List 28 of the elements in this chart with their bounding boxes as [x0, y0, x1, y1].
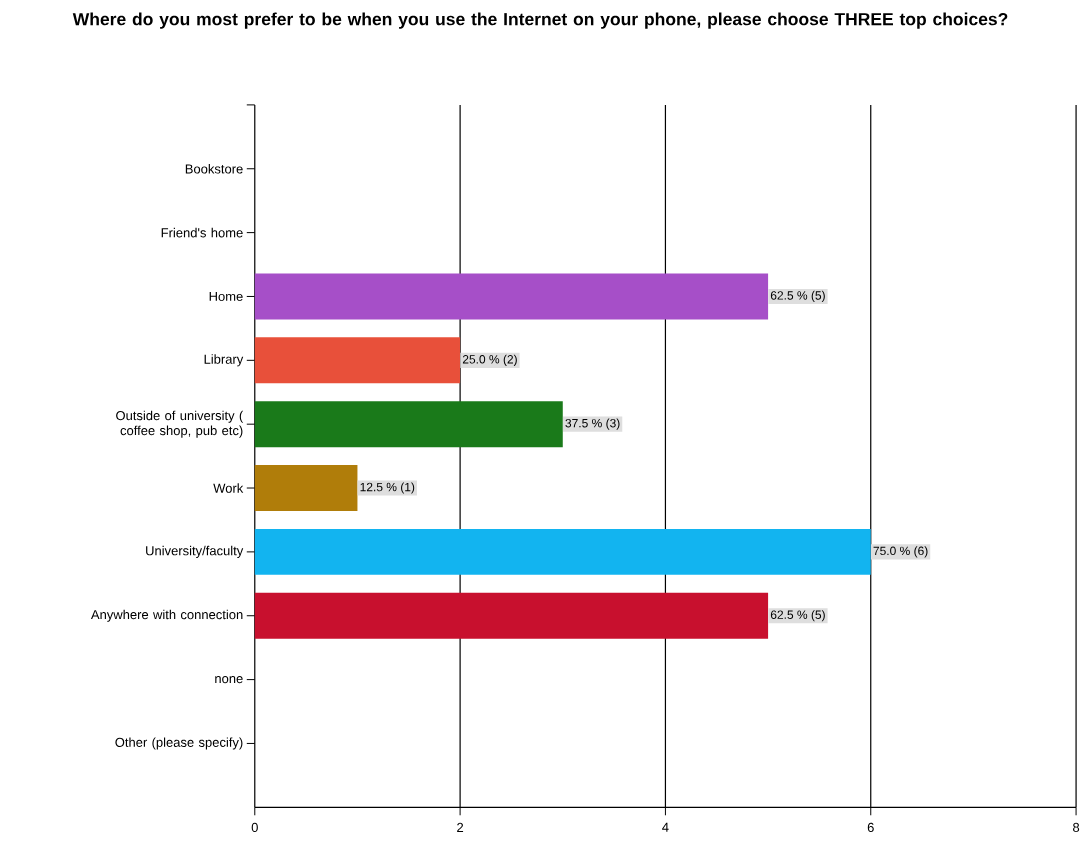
- data-label: 75.0 % (6): [873, 546, 928, 558]
- x-tick-label: 4: [662, 822, 669, 832]
- y-tick-label: Anywhere with connection: [90, 609, 243, 622]
- y-tick-label: Library: [204, 354, 244, 367]
- y-tick-label: Friend's home: [161, 227, 243, 238]
- x-tick-label: 8: [1073, 822, 1080, 832]
- y-tick-label: Home: [209, 291, 243, 301]
- x-tick-label: 6: [867, 822, 874, 832]
- y-tick-label: Bookstore: [185, 163, 243, 174]
- x-tick-label: 0: [251, 822, 258, 832]
- y-tick-label: none: [215, 675, 243, 684]
- y-tick-label: Outside of university ( coffee shop, pub etc): [116, 410, 244, 438]
- bar: [254, 273, 769, 320]
- data-label: 62.5 % (5): [770, 290, 825, 302]
- data-label: 37.5 % (3): [565, 418, 620, 430]
- data-label: 12.5 % (1): [360, 482, 415, 494]
- bar: [254, 528, 871, 575]
- bar: [254, 337, 461, 384]
- y-tick-label: Work: [213, 483, 244, 493]
- y-tick-label: University/faculty: [146, 545, 244, 558]
- bar: [254, 401, 563, 448]
- bar: [254, 592, 769, 639]
- bar: [254, 464, 358, 511]
- data-label: 62.5 % (5): [770, 610, 825, 622]
- x-tick-label: 2: [457, 822, 464, 832]
- data-label: 25.0 % (2): [462, 354, 517, 366]
- y-tick-label: Other (please specify): [115, 737, 243, 750]
- chart-title: Where do you most prefer to be when you use the Internet on your phone, please choose THREE top choices?: [72, 12, 1008, 29]
